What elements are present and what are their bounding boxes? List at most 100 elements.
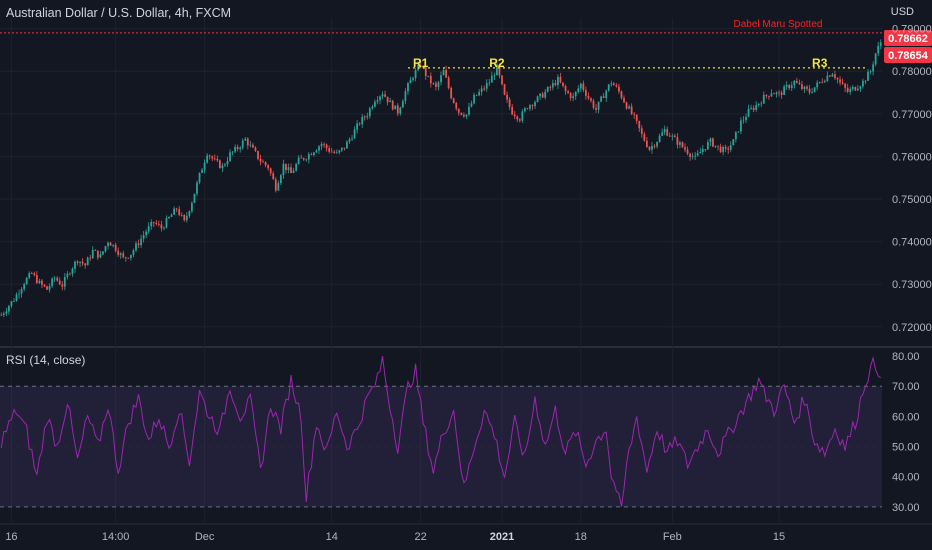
candle-body [478,91,481,96]
candle-body [58,280,61,285]
candle-body [569,93,572,99]
candle-body [193,193,196,203]
candle-body [330,151,333,153]
candle-body [813,87,816,92]
candle-body [282,163,285,176]
candle-body [333,151,336,153]
candle-body [666,129,669,136]
candle-body [633,114,636,115]
candle-body [615,85,618,87]
candle-body [521,111,524,121]
candle-body [102,251,104,255]
candle-body [526,108,529,110]
candle-body [135,243,137,251]
candle-body [257,150,259,159]
candle-body [315,150,318,153]
candle-body [503,84,506,95]
candle-body [81,261,84,264]
candle-body [541,93,544,98]
candle-body [729,145,732,150]
candle-body [808,88,811,93]
rsi-band [0,385,882,508]
candle-body [783,86,786,95]
candle-body [198,172,201,183]
candle-body [325,144,328,149]
price-tick-label: 0.79000 [892,24,932,36]
candle-body [384,94,386,97]
candle-body [498,64,501,76]
candle-body [277,183,280,191]
candle-body [572,96,575,99]
candle-body [279,175,282,184]
time-tick-label: 16 [5,531,17,543]
candle-body [579,83,582,89]
candle-body [714,145,717,147]
candle-body [658,135,661,142]
candle-body [470,103,473,107]
candle-body [175,208,178,210]
candle-body [234,146,237,152]
candle-body [124,257,127,258]
candle-body [757,103,760,105]
candle-body [346,141,348,149]
candle-body [41,280,43,285]
candle-body [305,159,308,161]
candle-body [752,107,755,110]
candle-body [119,253,122,255]
candle-body [859,86,862,89]
candle-body [676,137,679,145]
candle-body [640,128,643,134]
candle-body [61,284,64,287]
grid [0,18,932,525]
candle-body [612,83,615,86]
candle-body [374,101,376,107]
candle-body [653,145,656,147]
candle-body [185,215,188,221]
candle-body [440,75,442,83]
time-tick-label: 14 [326,531,338,543]
candle-body [559,76,562,83]
annotation-text: Dabel Maru Spotted [734,19,823,30]
candle-body [99,254,102,258]
rsi-title[interactable]: RSI (14, close) [6,353,86,367]
candle-body [750,107,752,109]
candle-body [445,69,447,78]
candle-body [89,257,92,259]
candle-body [74,261,76,269]
chart-title[interactable]: Australian Dollar / U.S. Dollar, 4h, FXC… [6,6,232,20]
candle-body [274,179,277,191]
candle-body [656,141,658,147]
time-tick-label: 18 [575,531,587,543]
candle-body [795,81,798,83]
candle-body [389,100,392,103]
rsi-tick-label: 30.00 [892,502,920,514]
candle-body [816,82,819,88]
candle-body [53,277,56,279]
candle-body [432,83,435,85]
candle-body [221,165,224,169]
currency-label[interactable]: USD [890,6,914,18]
candle-body [684,147,686,150]
candle-body [823,80,826,83]
candle-body [490,75,493,83]
candle-body [8,306,10,312]
candle-body [836,77,839,80]
candle-body [196,182,198,194]
candle-body [864,80,867,82]
price-tick-label: 0.75000 [892,194,932,206]
price-tick-label: 0.74000 [892,237,932,249]
candle-body [351,138,353,140]
candle-body [307,154,310,160]
time-tick-label: 2021 [490,531,514,543]
resistance-label-r1: R1 [413,56,429,70]
candle-body [130,254,132,259]
candle-body [419,65,422,68]
candle-body [673,135,676,138]
candle-body [762,94,765,104]
candle-body [829,75,831,77]
candle-body [335,152,338,154]
candle-body [442,69,445,76]
candle-body [867,71,869,81]
candle-body [788,85,791,89]
